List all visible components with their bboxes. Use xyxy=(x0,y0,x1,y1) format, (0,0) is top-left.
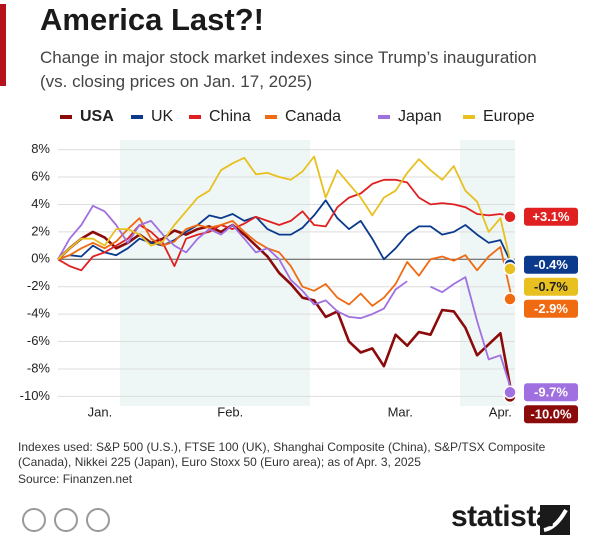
end-label-box xyxy=(524,207,578,226)
note: Indexes used: S&P 500 (U.S.), FTSE 100 (… xyxy=(18,440,546,469)
end-label-box xyxy=(524,405,578,424)
chart-subtitle: Change in major stock market indexes sin… xyxy=(40,48,537,91)
end-label-box xyxy=(524,255,578,274)
end-marker xyxy=(503,385,517,400)
license-icons xyxy=(22,508,110,532)
end-label: -10.0% xyxy=(530,407,572,422)
x-tick-label: Mar. xyxy=(388,404,413,419)
end-label: -2.9% xyxy=(534,301,568,316)
y-tick-label: -2% xyxy=(27,278,51,293)
logo: statista xyxy=(450,500,553,533)
y-tick-label: -4% xyxy=(27,306,51,321)
series-line xyxy=(57,155,513,270)
x-tick-label: Apr. xyxy=(489,404,512,419)
end-label-box xyxy=(524,299,578,318)
y-tick-label: 8% xyxy=(31,141,50,156)
legend-label: USA xyxy=(80,108,114,125)
legend: USA UK China Canada Japan Europe xyxy=(60,108,535,125)
series-line xyxy=(57,199,513,266)
series-line xyxy=(57,204,513,393)
y-tick-label: 4% xyxy=(31,196,50,211)
end-marker xyxy=(503,210,517,224)
logo-wave xyxy=(543,509,568,532)
chart-title: America Last?! xyxy=(40,2,264,37)
end-label: +3.1% xyxy=(532,209,570,224)
end-label: -0.4% xyxy=(534,257,568,272)
legend-label: Europe xyxy=(483,108,535,125)
legend-label: China xyxy=(209,108,251,125)
lines xyxy=(57,155,514,397)
end-labels: -10.0% -0.4% +3.1% -2.9% -9.7% -0.7% xyxy=(503,207,578,424)
y-tick-label: -10% xyxy=(20,388,51,403)
x-tick-label: Feb. xyxy=(217,404,243,419)
legend-label: UK xyxy=(151,108,174,125)
source: Source: Finanzen.net xyxy=(18,472,133,486)
y-tick-label: 6% xyxy=(31,168,50,183)
series-line xyxy=(57,223,514,397)
y-tick-label: 0% xyxy=(31,251,50,266)
end-marker xyxy=(503,292,517,306)
y-tick-label: -8% xyxy=(27,360,51,375)
series-line xyxy=(57,217,513,307)
end-label: -0.7% xyxy=(534,279,568,294)
end-label: -9.7% xyxy=(534,385,568,400)
y-tick-label: -6% xyxy=(27,333,51,348)
title-accent xyxy=(0,4,6,86)
x-tick-label: Jan. xyxy=(88,404,113,419)
legend-label: Japan xyxy=(398,108,442,125)
legend-label: Canada xyxy=(285,108,341,125)
end-label-box xyxy=(524,277,578,296)
end-label-box xyxy=(524,383,578,402)
y-tick-label: 2% xyxy=(31,223,50,238)
end-marker xyxy=(503,262,517,276)
